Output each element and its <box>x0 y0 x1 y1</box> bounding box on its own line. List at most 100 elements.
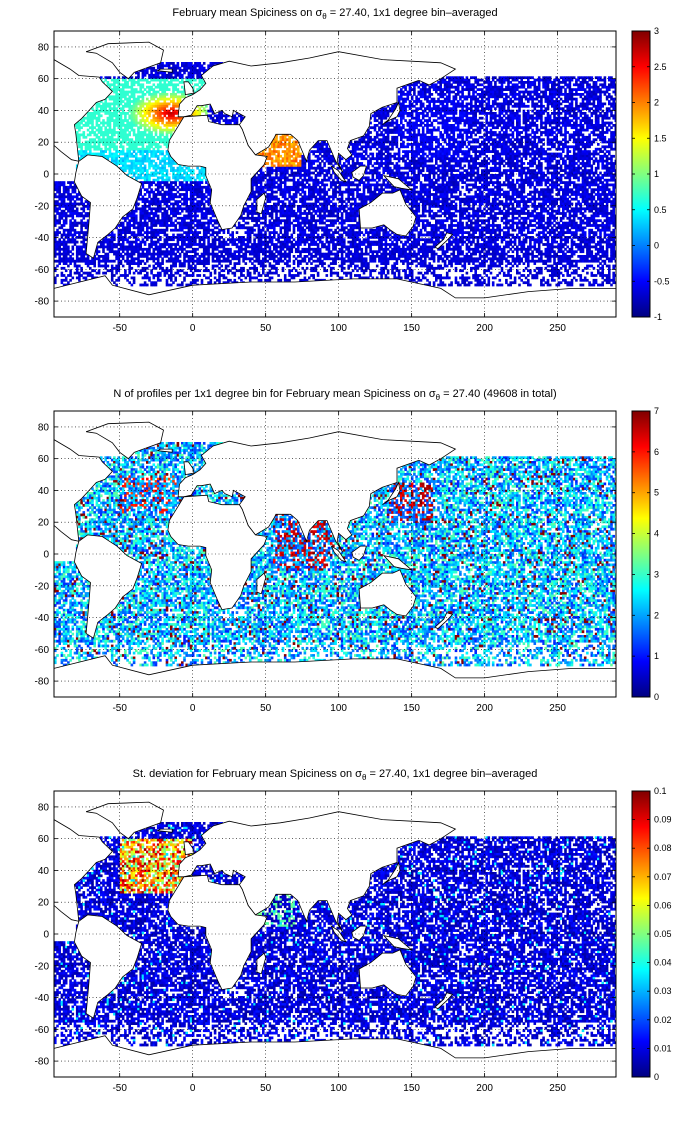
data-cell <box>275 138 278 142</box>
data-cell <box>393 135 396 139</box>
data-cell <box>520 166 523 170</box>
data-cell <box>437 85 440 89</box>
data-cell <box>500 128 504 132</box>
data-cell <box>327 152 331 156</box>
data-cell <box>340 164 344 168</box>
data-cell <box>152 119 156 122</box>
data-cell <box>128 154 131 158</box>
data-cell <box>382 128 385 132</box>
data-cell <box>577 124 580 127</box>
data-cell <box>428 150 431 153</box>
data-cell <box>410 157 414 161</box>
data-cell <box>428 140 431 144</box>
data-cell <box>393 126 396 130</box>
data-cell <box>386 159 390 163</box>
data-cell <box>467 93 471 96</box>
data-cell <box>185 78 188 82</box>
data-cell <box>498 104 502 108</box>
data-cell <box>240 119 243 122</box>
data-cell <box>459 131 462 134</box>
data-cell <box>439 150 442 153</box>
data-cell <box>535 114 539 118</box>
data-cell <box>117 119 121 122</box>
data-cell <box>384 150 388 153</box>
data-cell <box>421 112 425 115</box>
data-cell <box>474 145 477 149</box>
data-cell <box>465 81 469 84</box>
data-cell <box>608 157 611 161</box>
data-cell <box>303 166 307 170</box>
data-cell <box>170 93 173 96</box>
data-cell <box>264 162 267 165</box>
data-cell <box>535 93 539 96</box>
data-cell <box>397 114 401 118</box>
data-cell <box>555 128 558 132</box>
data-cell <box>113 112 116 115</box>
data-cell <box>579 166 583 170</box>
data-cell <box>356 147 359 151</box>
data-cell <box>200 78 204 82</box>
data-cell <box>465 102 469 106</box>
data-cell <box>148 73 151 77</box>
data-cell <box>389 154 392 158</box>
data-cell <box>542 104 545 108</box>
data-cell <box>481 90 484 94</box>
data-cell <box>531 121 534 125</box>
data-cell <box>275 145 278 149</box>
data-cell <box>612 83 615 87</box>
data-cell <box>102 119 105 122</box>
data-cell <box>472 171 475 175</box>
data-cell <box>527 114 530 118</box>
data-cell <box>437 143 440 146</box>
data-cell <box>485 107 488 111</box>
data-cell <box>481 152 484 156</box>
data-cell <box>373 135 377 139</box>
data-cell <box>104 100 107 103</box>
data-cell <box>594 116 598 120</box>
data-cell <box>568 133 572 137</box>
data-cell <box>465 78 469 82</box>
data-cell <box>174 102 177 106</box>
data-cell <box>325 154 329 158</box>
data-cell <box>137 73 140 77</box>
data-cell <box>516 154 519 158</box>
data-cell <box>500 112 504 115</box>
data-cell <box>614 112 616 115</box>
data-cell <box>533 85 537 89</box>
data-cell <box>570 169 574 172</box>
data-cell <box>132 154 136 158</box>
data-cell <box>520 169 523 172</box>
data-cell <box>410 150 414 153</box>
data-cell <box>146 102 149 106</box>
data-cell <box>489 116 493 120</box>
data-cell <box>428 143 431 146</box>
data-cell <box>467 124 471 127</box>
data-cell <box>288 159 291 163</box>
data-cell <box>476 83 480 87</box>
data-cell <box>159 95 162 99</box>
data-cell <box>548 76 552 80</box>
data-cell <box>386 126 390 130</box>
data-cell <box>165 83 169 87</box>
data-cell <box>437 128 440 132</box>
data-cell <box>202 109 206 113</box>
data-cell <box>459 78 462 82</box>
data-cell <box>80 154 83 158</box>
data-cell <box>351 164 355 168</box>
data-cell <box>483 133 486 137</box>
data-cell <box>417 152 421 156</box>
data-cell <box>132 145 136 149</box>
data-cell <box>485 145 488 149</box>
data-cell <box>404 145 407 149</box>
data-cell <box>421 135 425 139</box>
data-cell <box>496 145 499 149</box>
data-cell <box>500 102 504 106</box>
data-cell <box>474 76 477 80</box>
data-cell <box>494 83 497 87</box>
data-cell <box>511 76 515 80</box>
data-cell <box>546 88 550 91</box>
data-cell <box>400 102 403 106</box>
data-cell <box>419 169 423 172</box>
data-cell <box>115 90 118 94</box>
data-cell <box>467 81 471 84</box>
